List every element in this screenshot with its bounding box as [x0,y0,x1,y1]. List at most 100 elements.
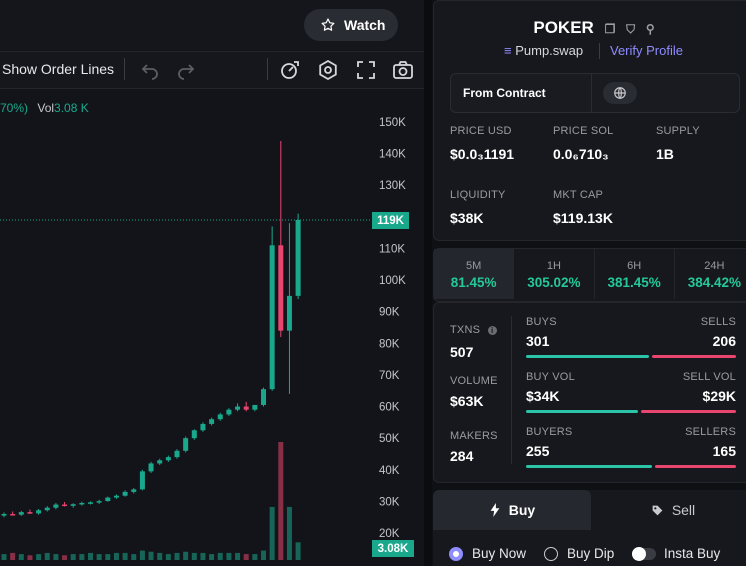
tab-sell[interactable]: Sell [593,490,746,530]
y-axis-tick-label: 90K [379,307,400,319]
volume-bar [217,552,223,560]
volume-bar [53,554,59,560]
candle-body [165,457,171,461]
current-price-tag: 119K [372,212,409,229]
sells-label: SELLS [700,316,736,328]
candle-body [10,514,16,516]
tab-5m[interactable]: 5M 81.45% [434,249,515,299]
y-axis-tick-label: 140K [379,149,406,161]
insta-buy-toggle[interactable] [632,546,656,561]
candle-body [27,512,33,514]
shield-icon[interactable]: ⛉ [626,22,636,36]
period-label: 5M [465,260,482,272]
verify-profile-link[interactable]: Verify Profile [610,43,683,58]
buys-sells-ratio-bar [526,355,736,358]
website-button[interactable] [603,82,637,104]
radio-unselected[interactable] [544,546,558,561]
undo-icon[interactable] [138,58,162,82]
contract-label: From Contract [463,86,546,100]
settings-icon[interactable] [316,58,340,82]
globe-icon [614,87,626,99]
buy-sell-volume-row: BUY VOL SELL VOL $34K $29K [526,371,736,413]
toolbar-divider [267,58,268,80]
tag-icon [652,505,663,515]
buys-sells-values: 301 206 [526,333,736,349]
search-icon[interactable]: ⚲ [645,22,655,36]
candle-body [226,409,232,415]
volume-bar [243,554,249,560]
volume-bar [139,550,145,560]
fullscreen-icon[interactable] [354,58,378,82]
candle-body [217,414,223,420]
volume-bar [88,552,93,560]
option-buy-dip[interactable]: Buy Dip [544,546,614,561]
candle-body [79,502,85,505]
buys-sells-row: BUYS SELLS 301 206 [526,316,736,358]
y-axis-tick-label: 80K [379,338,400,350]
y-axis-tick-label: 150K [379,117,406,129]
option-insta-buy[interactable]: Insta Buy [632,546,720,561]
dex-label: Pump.swap [515,43,584,58]
dex-link[interactable]: ≡ Pump.swap [504,43,583,58]
buyers-value: 255 [526,443,550,459]
stat-value: 0.0₆710₃ [553,146,609,162]
volume-bar [286,506,292,560]
candle-body [62,504,68,507]
candle-body [148,463,154,472]
candle-body [200,423,206,431]
tab-buy[interactable]: Buy [433,490,591,530]
camera-icon[interactable] [391,58,415,82]
copy-icon[interactable]: ❐ [604,22,616,36]
volume-bar [18,554,24,560]
buy-vol-bar [526,410,638,413]
period-change: 381.45% [607,275,661,290]
radio-selected[interactable] [449,546,463,561]
period-change: 384.42% [687,275,742,290]
chart-toolbar: Show Order Lines [0,51,424,89]
watch-label: Watch [344,17,386,33]
sell-vol-value: $29K [702,388,736,404]
stat-supply: SUPPLY 1B [656,125,700,162]
y-axis-tick-label: 70K [379,370,400,382]
tab-1h[interactable]: 1H 305.02% [514,249,595,299]
candle-body [36,510,42,514]
volume-bar [174,552,180,560]
volume-bar [209,554,215,560]
sell-vol-bar [640,410,736,413]
volume-bar [200,552,206,560]
candle-body [243,406,249,410]
tab-24h[interactable]: 24H 384.42% [675,249,746,299]
trade-panel: Buy Sell Buy Now Buy Dip Insta Buy [433,490,746,566]
buyers-values: 255 165 [526,443,736,459]
volume-bar [36,554,42,560]
chart-area[interactable]: Watch Show Order Lines 70%) Vol3.08 K 15… [0,0,424,566]
candlestick-chart[interactable]: 150K140K130K120K110K100K90K80K70K60K50K4… [0,88,424,566]
lightning-icon [490,503,500,517]
buy-vol-label: BUY VOL [526,371,575,383]
candle-body [53,504,59,508]
candle-body [235,406,241,410]
redo-icon[interactable] [174,58,198,82]
candle-body [131,489,137,492]
volume-bar [10,552,16,560]
candle-body [1,514,7,516]
indicator-icon[interactable] [278,58,302,82]
txns-divider [511,316,512,464]
legend-change: 70%) [0,101,29,115]
candle-body [96,501,102,503]
y-axis-tick-label: 60K [379,402,400,414]
tab-6h[interactable]: 6H 381.45% [595,249,675,299]
info-icon[interactable]: i [487,326,497,335]
volume-bar [27,555,33,560]
candle-body [261,389,266,405]
stat-value: $0.0₃1191 [450,146,515,162]
buyers-bar [526,465,652,468]
period-label: 24H [704,260,725,272]
stat-label: PRICE SOL [553,125,614,137]
show-order-lines-toggle[interactable]: Show Order Lines [2,61,115,77]
candle-body [209,419,215,424]
watch-button[interactable]: Watch [304,9,398,41]
option-buy-now[interactable]: Buy Now [449,546,526,561]
toolbar-divider [124,58,125,80]
buys-sells-labels: BUYS SELLS [526,316,736,328]
